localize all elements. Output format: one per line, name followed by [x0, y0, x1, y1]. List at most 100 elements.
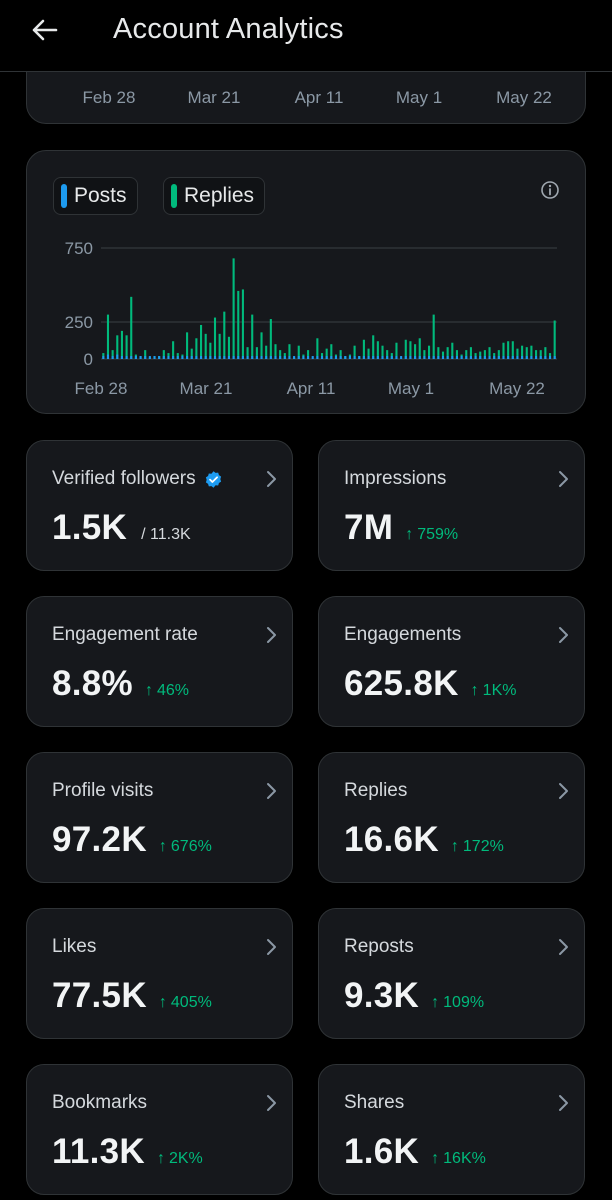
- stat-card-replies[interactable]: Replies 16.6K ↑ 172%: [318, 752, 585, 883]
- stat-card-bookmarks[interactable]: Bookmarks 11.3K ↑ 2K%: [26, 1064, 293, 1195]
- stat-title-text: Profile visits: [52, 780, 154, 801]
- posts-bar: [507, 356, 510, 359]
- stat-card-impressions[interactable]: Impressions 7M ↑ 759%: [318, 440, 585, 571]
- stat-delta-value: 172%: [462, 838, 504, 855]
- stat-title: Profile visits: [52, 780, 153, 802]
- chevron-right-icon: [267, 939, 276, 955]
- replies-bar: [297, 345, 300, 359]
- arrow-up-icon: ↑: [158, 994, 167, 1011]
- replies-bar: [130, 296, 133, 359]
- replies-bar: [465, 350, 468, 359]
- replies-bar: [544, 347, 547, 359]
- stat-card-engagements[interactable]: Engagements 625.8K ↑ 1K%: [318, 596, 585, 727]
- replies-bar: [409, 341, 412, 359]
- posts-bar: [548, 356, 552, 359]
- stat-delta-value: 1K%: [482, 682, 517, 699]
- legend-replies-toggle[interactable]: Replies: [163, 177, 266, 215]
- arrow-up-icon: ↑: [431, 994, 440, 1011]
- stat-card-reposts[interactable]: Reposts 9.3K ↑ 109%: [318, 908, 585, 1039]
- legend-posts-toggle[interactable]: Posts: [53, 177, 138, 215]
- posts-bar: [209, 356, 212, 359]
- posts-bar: [414, 356, 417, 359]
- arrow-up-icon: ↑: [156, 1150, 165, 1167]
- posts-bar: [348, 356, 351, 359]
- stat-title: Shares: [344, 1092, 404, 1114]
- posts-bar: [409, 356, 412, 359]
- replies-bar: [381, 345, 384, 359]
- back-button[interactable]: [24, 10, 64, 50]
- replies-bar: [455, 350, 459, 359]
- posts-bar: [381, 356, 384, 359]
- replies-bar: [432, 314, 435, 359]
- replies-bar: [367, 348, 370, 359]
- replies-bar: [307, 350, 310, 359]
- replies-bar: [507, 341, 510, 359]
- posts-bar: [334, 356, 338, 359]
- posts-bar: [255, 356, 258, 359]
- posts-bar: [316, 356, 319, 359]
- posts-bar: [446, 356, 449, 359]
- x-tick-label: May 1: [388, 379, 434, 398]
- stat-card-verified-followers[interactable]: Verified followers 1.5K / 11.3K: [26, 440, 293, 571]
- stat-delta: ↑ 172%: [451, 838, 504, 856]
- replies-bar: [204, 333, 207, 359]
- chevron-right-icon: [559, 471, 568, 487]
- stat-card-likes[interactable]: Likes 77.5K ↑ 405%: [26, 908, 293, 1039]
- stat-card-shares[interactable]: Shares 1.6K ↑ 16K%: [318, 1064, 585, 1195]
- posts-bar: [479, 356, 482, 359]
- replies-bar: [274, 344, 277, 359]
- replies-swatch: [171, 184, 177, 208]
- x-tick-label: Apr 11: [287, 379, 336, 398]
- posts-bar: [423, 356, 426, 359]
- replies-bar: [423, 350, 426, 359]
- posts-bar: [106, 354, 110, 359]
- chevron-right-icon: [267, 783, 276, 799]
- stat-value: 77.5K: [52, 976, 147, 1015]
- page-title: Account Analytics: [113, 13, 344, 45]
- info-icon: [541, 181, 559, 199]
- posts-bar: [102, 356, 105, 359]
- stat-title: Engagement rate: [52, 624, 198, 646]
- posts-bar: [134, 356, 137, 359]
- replies-bar: [223, 311, 226, 359]
- stat-delta: ↑ 676%: [159, 838, 212, 856]
- verified-badge-icon: [205, 470, 221, 488]
- replies-bar: [446, 347, 449, 359]
- replies-bar: [497, 350, 500, 359]
- stat-card-engagement-rate[interactable]: Engagement rate 8.8% ↑ 46%: [26, 596, 293, 727]
- posts-bar: [237, 356, 240, 359]
- stat-card-profile-visits[interactable]: Profile visits 97.2K ↑ 676%: [26, 752, 293, 883]
- info-button[interactable]: [539, 179, 561, 201]
- stat-title: Engagements: [344, 624, 461, 646]
- stat-delta-value: 2K%: [168, 1150, 203, 1167]
- posts-bar: [297, 356, 300, 359]
- stat-delta: ↑ 16K%: [431, 1150, 486, 1168]
- posts-bar: [367, 356, 370, 359]
- x-tick-label: May 22: [489, 379, 545, 398]
- posts-swatch: [61, 184, 67, 208]
- posts-bar: [465, 356, 468, 359]
- y-tick-label: 750: [65, 239, 93, 258]
- posts-bar: [162, 356, 165, 359]
- posts-bar: [213, 356, 217, 359]
- replies-bar: [353, 345, 356, 359]
- stat-delta: ↑ 109%: [431, 994, 484, 1012]
- stat-title-text: Reposts: [344, 936, 414, 957]
- stat-title: Reposts: [344, 936, 414, 958]
- replies-bar: [525, 347, 528, 359]
- posts-replies-chart-card: 750 250 0 Feb 28 Mar 21 Apr 11 May 1 May 22 Pos…: [26, 150, 586, 414]
- posts-bar: [539, 356, 542, 359]
- replies-bar: [488, 347, 491, 359]
- legend-replies-label: Replies: [184, 184, 255, 207]
- posts-bar: [274, 356, 277, 359]
- chevron-right-icon: [559, 627, 568, 643]
- posts-bar: [130, 356, 133, 359]
- stat-value-row: 625.8K ↑ 1K%: [344, 664, 516, 704]
- posts-bar: [400, 356, 403, 359]
- stat-title: Verified followers: [52, 468, 223, 490]
- stat-value: 16.6K: [344, 820, 439, 859]
- x-tick-label: Apr 11: [294, 88, 344, 107]
- posts-bar: [418, 356, 421, 359]
- posts-bar: [372, 356, 375, 359]
- stat-title: Impressions: [344, 468, 446, 490]
